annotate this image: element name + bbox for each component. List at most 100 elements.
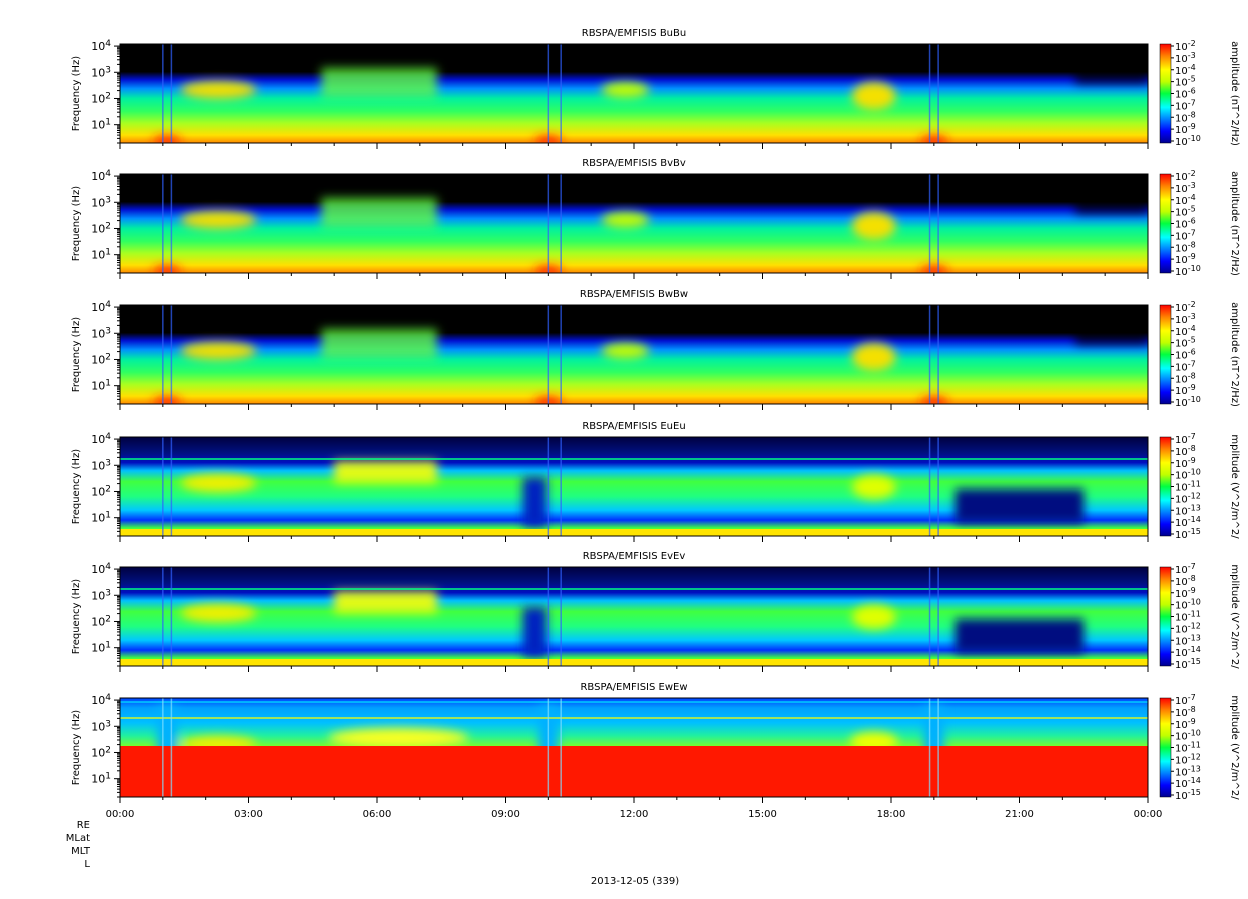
colorbar-gradient <box>1159 173 1172 274</box>
colorbar-tick-label: 10-7 <box>1175 693 1196 707</box>
y-tick-label: 104 <box>91 300 111 314</box>
panel-title: RBSPA/EMFISIS EuEu <box>582 421 685 432</box>
panel-title: RBSPA/EMFISIS BvBv <box>582 158 686 169</box>
feature-blob <box>1075 313 1148 345</box>
feature-blob <box>851 212 896 240</box>
colorbar-tick-label: 10-8 <box>1175 705 1196 719</box>
colorbar-tick-label: 10-4 <box>1175 63 1196 77</box>
colorbar-tick-label: 10-7 <box>1175 98 1196 112</box>
y-axis-label: Frequency (Hz) <box>71 710 82 786</box>
panel-title: RBSPA/EMFISIS BwBw <box>580 289 688 300</box>
colorbar-gradient <box>1159 566 1172 667</box>
colorbar: 10-210-310-410-510-610-710-810-910-10 amp… <box>1159 169 1240 278</box>
colorbar-tick-label: 10-7 <box>1175 359 1196 373</box>
ephemeris-mlat-label: MLat <box>65 833 90 844</box>
ephemeris-mlt: MLT <box>10 846 90 857</box>
feature-blob <box>180 474 257 492</box>
y-tick-label: 104 <box>91 169 111 183</box>
colorbar-tick-label: 10-13 <box>1175 633 1201 647</box>
panel-title: RBSPA/EMFISIS EwEw <box>580 682 687 693</box>
feature-blob <box>328 728 469 748</box>
feature-blob <box>955 619 1084 653</box>
y-axis-label: Frequency (Hz) <box>71 579 82 655</box>
feature-blob <box>919 136 948 143</box>
ephemeris-mlat: MLat <box>10 833 90 844</box>
spectrogram-features <box>180 591 1084 657</box>
colorbar-gradient <box>1159 304 1172 405</box>
colorbar-tick-label: 10-10 <box>1175 729 1201 743</box>
y-axis: 101 102 103 104 <box>91 39 120 144</box>
x-tick-label: 21:00 <box>1005 809 1034 820</box>
spectrogram-panel: RBSPA/EMFISIS BuBu 101 102 103 104 Frequency … <box>71 28 1240 149</box>
colorbar-gradient <box>1159 697 1172 798</box>
colorbar-tick-label: 10-3 <box>1175 51 1196 65</box>
y-tick-label: 103 <box>91 195 111 209</box>
colorbar-tick-label: 10-7 <box>1175 562 1196 576</box>
colorbar-gradient <box>1159 43 1172 144</box>
spectrogram-image <box>120 305 1148 404</box>
colorbar-tick-label: 10-6 <box>1175 217 1196 231</box>
y-tick-label: 101 <box>91 379 111 393</box>
feature-blob <box>334 591 437 613</box>
feature-blob <box>851 343 896 371</box>
feature-blob <box>153 136 182 143</box>
ephemeris-mlt-label: MLT <box>71 846 90 857</box>
y-tick-label: 102 <box>91 352 111 366</box>
y-tick-label: 101 <box>91 511 111 525</box>
y-tick-label: 103 <box>91 458 111 472</box>
y-tick-label: 104 <box>91 562 111 576</box>
colorbar-tick-label: 10-15 <box>1175 527 1201 541</box>
date-label: 2013-12-05 (339) <box>590 876 680 887</box>
panel-title: RBSPA/EMFISIS BuBu <box>582 28 686 39</box>
x-tick-label: 09:00 <box>491 809 520 820</box>
colorbar-tick-label: 10-2 <box>1175 39 1196 53</box>
colorbar-tick-label: 10-9 <box>1175 252 1196 266</box>
colorbar-tick-label: 10-13 <box>1175 764 1201 778</box>
feature-blob <box>180 342 257 360</box>
feature-blob <box>321 329 437 359</box>
x-tick-label: 15:00 <box>748 809 777 820</box>
colorbar: 10-710-810-910-1010-1110-1210-1310-1410-… <box>1159 432 1240 541</box>
colorbar-tick-label: 10-14 <box>1175 645 1201 659</box>
y-tick-label: 102 <box>91 221 111 235</box>
y-tick-label: 103 <box>91 588 111 602</box>
y-tick-label: 101 <box>91 641 111 655</box>
colorbar-tick-label: 10-15 <box>1175 788 1201 802</box>
colorbar-tick-label: 10-5 <box>1175 205 1196 219</box>
colorbar-tick-label: 10-2 <box>1175 169 1196 183</box>
x-tick-label: 18:00 <box>877 809 906 820</box>
colorbar-tick-label: 10-12 <box>1175 491 1201 505</box>
spectrogram-image <box>120 437 1148 536</box>
colorbar-tick-label: 10-12 <box>1175 621 1201 635</box>
y-tick-label: 101 <box>91 118 111 132</box>
colorbar-gradient <box>1159 436 1172 537</box>
feature-blob <box>180 81 257 99</box>
colorbar-tick-label: 10-5 <box>1175 75 1196 89</box>
colorbar-tick-label: 10-9 <box>1175 586 1196 600</box>
feature-blob <box>851 475 896 499</box>
colorbar-tick-label: 10-3 <box>1175 312 1196 326</box>
ephemeris-re: RE <box>10 820 90 831</box>
colorbar-label: mplitude (V^2/m^2/ <box>1229 564 1240 669</box>
feature-blob <box>1075 182 1148 214</box>
colorbar-tick-label: 10-8 <box>1175 574 1196 588</box>
colorbar: 10-210-310-410-510-610-710-810-910-10 amp… <box>1159 300 1240 409</box>
feature-blob <box>321 68 437 98</box>
feature-band <box>120 746 1148 797</box>
spectrogram-panel: RBSPA/EMFISIS EuEu 101 102 103 104 Frequency … <box>71 421 1240 542</box>
y-axis-label: Frequency (Hz) <box>71 449 82 525</box>
spectrogram-features <box>180 461 1084 527</box>
colorbar-tick-label: 10-11 <box>1175 480 1201 494</box>
colorbar-tick-label: 10-6 <box>1175 87 1196 101</box>
y-tick-label: 104 <box>91 39 111 53</box>
colorbar-tick-label: 10-8 <box>1175 371 1196 385</box>
feature-blob <box>851 605 896 629</box>
spectrogram-image <box>120 567 1148 666</box>
feature-blob <box>321 198 437 228</box>
feature-blob <box>955 489 1084 523</box>
colorbar-tick-label: 10-6 <box>1175 348 1196 362</box>
colorbar: 10-710-810-910-1010-1110-1210-1310-1410-… <box>1159 693 1240 802</box>
spectrogram-image <box>120 44 1148 143</box>
feature-blob <box>601 343 650 359</box>
y-axis-label: Frequency (Hz) <box>71 186 82 262</box>
